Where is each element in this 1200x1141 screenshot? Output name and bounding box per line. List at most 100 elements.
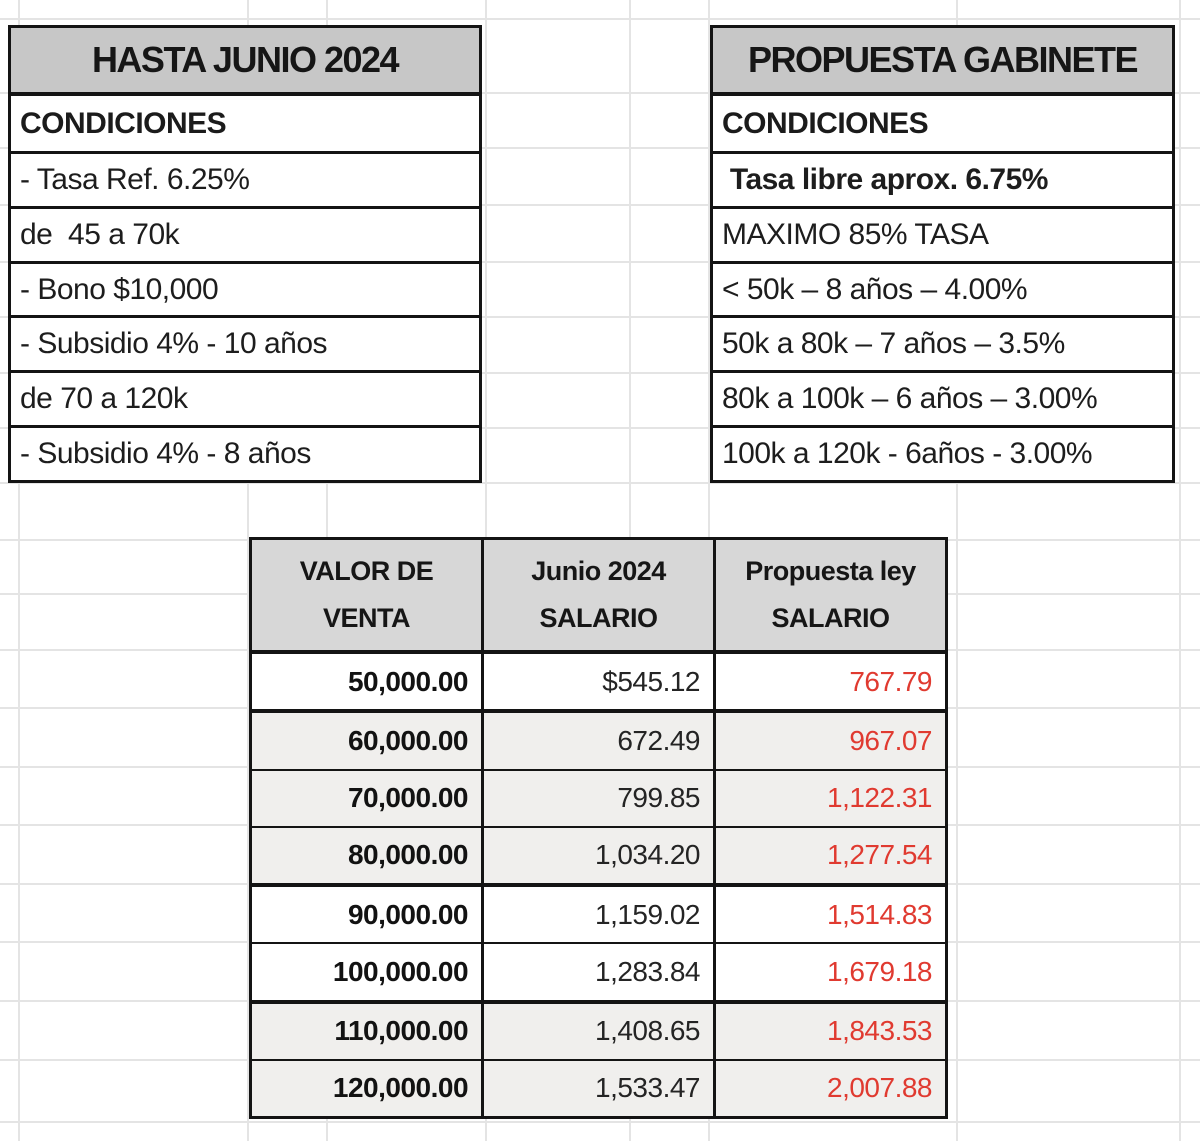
- gridline: [0, 147, 1200, 149]
- cell-salario-propuesta[interactable]: 1,277.54: [713, 827, 945, 883]
- column-header-line: VENTA: [323, 603, 411, 633]
- table-row: 110,000.00 1,408.65 1,843.53: [252, 999, 945, 1059]
- cell-value: 1,533.47: [595, 1072, 701, 1104]
- conditions-header-cell[interactable]: CONDICIONES: [11, 96, 479, 151]
- gridline: [956, 0, 958, 1141]
- gridline: [18, 0, 20, 1141]
- condition-text: Tasa libre aprox. 6.75%: [722, 162, 1049, 196]
- cell-valor-venta[interactable]: 80,000.00: [252, 827, 482, 883]
- gridline: [1179, 0, 1181, 1141]
- column-header-line: VALOR DE: [299, 556, 434, 586]
- cell-value: 90,000.00: [347, 898, 469, 930]
- cell-value: 1,679.18: [827, 955, 933, 987]
- cell-value: 80,000.00: [347, 839, 469, 871]
- cell-value: 967.07: [849, 724, 932, 756]
- cell-value: 1,034.20: [595, 839, 701, 871]
- cell-salario-junio[interactable]: 1,283.84: [481, 944, 713, 1000]
- gridline: [0, 316, 1200, 318]
- condition-text: 50k a 80k – 7 años – 3.5%: [722, 327, 1065, 361]
- cell-value: 100,000.00: [332, 955, 469, 987]
- column-header-line: SALARIO: [771, 603, 891, 633]
- table-title-cell[interactable]: HASTA JUNIO 2024: [11, 28, 479, 96]
- cell-valor-venta[interactable]: 100,000.00: [252, 944, 482, 1000]
- salary-table-header-row: VALOR DE VENTA Junio 2024 SALARIO Propue…: [252, 540, 945, 654]
- table-row: 50,000.00 $545.12 767.79: [252, 654, 945, 710]
- cell-salario-junio[interactable]: 799.85: [481, 770, 713, 826]
- cell-salario-junio[interactable]: 1,533.47: [481, 1060, 713, 1116]
- cell-valor-venta[interactable]: 70,000.00: [252, 770, 482, 826]
- cell-salario-junio[interactable]: $545.12: [481, 654, 713, 710]
- table-propuesta-gabinete: PROPUESTA GABINETE CONDICIONES Tasa libr…: [710, 25, 1175, 483]
- condition-cell[interactable]: - Subsidio 4% - 8 años: [11, 425, 479, 480]
- condition-cell[interactable]: - Tasa Ref. 6.25%: [11, 151, 479, 206]
- condition-cell[interactable]: de 70 a 120k: [11, 370, 479, 425]
- cell-salario-junio[interactable]: 1,159.02: [481, 887, 713, 943]
- condition-text: 100k a 120k - 6años - 3.00%: [722, 437, 1093, 471]
- cell-salario-junio[interactable]: 672.49: [481, 713, 713, 769]
- table-title-cell[interactable]: PROPUESTA GABINETE: [713, 28, 1172, 96]
- condition-cell[interactable]: 80k a 100k – 6 años – 3.00%: [713, 370, 1172, 425]
- cell-salario-junio[interactable]: 1,408.65: [481, 1003, 713, 1059]
- column-header-valor-venta[interactable]: VALOR DE VENTA: [252, 540, 481, 650]
- condition-cell[interactable]: < 50k – 8 años – 4.00%: [713, 260, 1172, 316]
- cell-value: 1,843.53: [827, 1015, 933, 1047]
- table-row: 60,000.00 672.49 967.07: [252, 709, 945, 769]
- cell-value: 1,159.02: [595, 898, 701, 930]
- cell-salario-propuesta[interactable]: 1,514.83: [713, 887, 945, 943]
- column-header-line: SALARIO: [539, 603, 659, 633]
- gridline: [0, 92, 1200, 94]
- gridline: [0, 372, 1200, 374]
- cell-salario-propuesta[interactable]: 1,843.53: [713, 1003, 945, 1059]
- cell-salario-propuesta[interactable]: 1,679.18: [713, 944, 945, 1000]
- condition-cell[interactable]: 100k a 120k - 6años - 3.00%: [713, 425, 1172, 480]
- cell-value: 110,000.00: [334, 1015, 469, 1047]
- conditions-header: CONDICIONES: [20, 106, 227, 140]
- condition-text: de 45 a 70k: [20, 217, 180, 251]
- cell-value: 1,283.84: [595, 955, 701, 987]
- conditions-header-cell[interactable]: CONDICIONES: [713, 96, 1172, 151]
- conditions-header: CONDICIONES: [722, 106, 929, 140]
- condition-cell[interactable]: 50k a 80k – 7 años – 3.5%: [713, 315, 1172, 370]
- column-header-junio-2024[interactable]: Junio 2024 SALARIO: [481, 540, 713, 650]
- cell-value: 70,000.00: [347, 782, 469, 814]
- gridline: [0, 261, 1200, 263]
- cell-valor-venta[interactable]: 110,000.00: [252, 1003, 482, 1059]
- table-row: 80,000.00 1,034.20 1,277.54: [252, 825, 945, 883]
- cell-salario-propuesta[interactable]: 967.07: [713, 713, 945, 769]
- condition-cell[interactable]: MAXIMO 85% TASA: [713, 205, 1172, 261]
- gridline: [0, 482, 1200, 484]
- cell-value: $545.12: [602, 665, 700, 697]
- table-hasta-junio: HASTA JUNIO 2024 CONDICIONES - Tasa Ref.…: [8, 25, 482, 483]
- cell-value: 120,000.00: [332, 1072, 469, 1104]
- cell-value: 767.79: [849, 665, 932, 697]
- table-title: PROPUESTA GABINETE: [747, 39, 1139, 80]
- cell-valor-venta[interactable]: 50,000.00: [252, 654, 482, 710]
- column-header-line: Propuesta ley: [745, 556, 916, 586]
- cell-value: 1,277.54: [827, 839, 933, 871]
- cell-salario-propuesta[interactable]: 1,122.31: [713, 770, 945, 826]
- cell-valor-venta[interactable]: 60,000.00: [252, 713, 482, 769]
- condition-cell[interactable]: - Subsidio 4% - 10 años: [11, 315, 479, 370]
- condition-text: 80k a 100k – 6 años – 3.00%: [722, 382, 1098, 416]
- cell-salario-propuesta[interactable]: 767.79: [713, 654, 945, 710]
- cell-salario-junio[interactable]: 1,034.20: [481, 827, 713, 883]
- gridline: [247, 0, 249, 1141]
- column-header-propuesta-ley[interactable]: Propuesta ley SALARIO: [713, 540, 945, 650]
- cell-valor-venta[interactable]: 120,000.00: [252, 1060, 482, 1116]
- condition-text: - Tasa Ref. 6.25%: [20, 162, 250, 196]
- condition-text: - Bono $10,000: [20, 272, 219, 306]
- condition-cell[interactable]: Tasa libre aprox. 6.75%: [713, 151, 1172, 206]
- table-row: 120,000.00 1,533.47 2,007.88: [252, 1058, 945, 1116]
- cell-value: 672.49: [617, 724, 700, 756]
- cell-value: 1,408.65: [595, 1015, 701, 1047]
- cell-valor-venta[interactable]: 90,000.00: [252, 887, 482, 943]
- condition-cell[interactable]: de 45 a 70k: [11, 205, 479, 261]
- cell-salario-propuesta[interactable]: 2,007.88: [713, 1060, 945, 1116]
- cell-value: 60,000.00: [347, 724, 469, 756]
- gridline: [0, 427, 1200, 429]
- condition-cell[interactable]: - Bono $10,000: [11, 260, 479, 316]
- gridline: [0, 18, 1200, 20]
- cell-value: 2,007.88: [827, 1072, 933, 1104]
- condition-text: < 50k – 8 años – 4.00%: [722, 272, 1028, 306]
- cell-value: 1,122.31: [827, 782, 933, 814]
